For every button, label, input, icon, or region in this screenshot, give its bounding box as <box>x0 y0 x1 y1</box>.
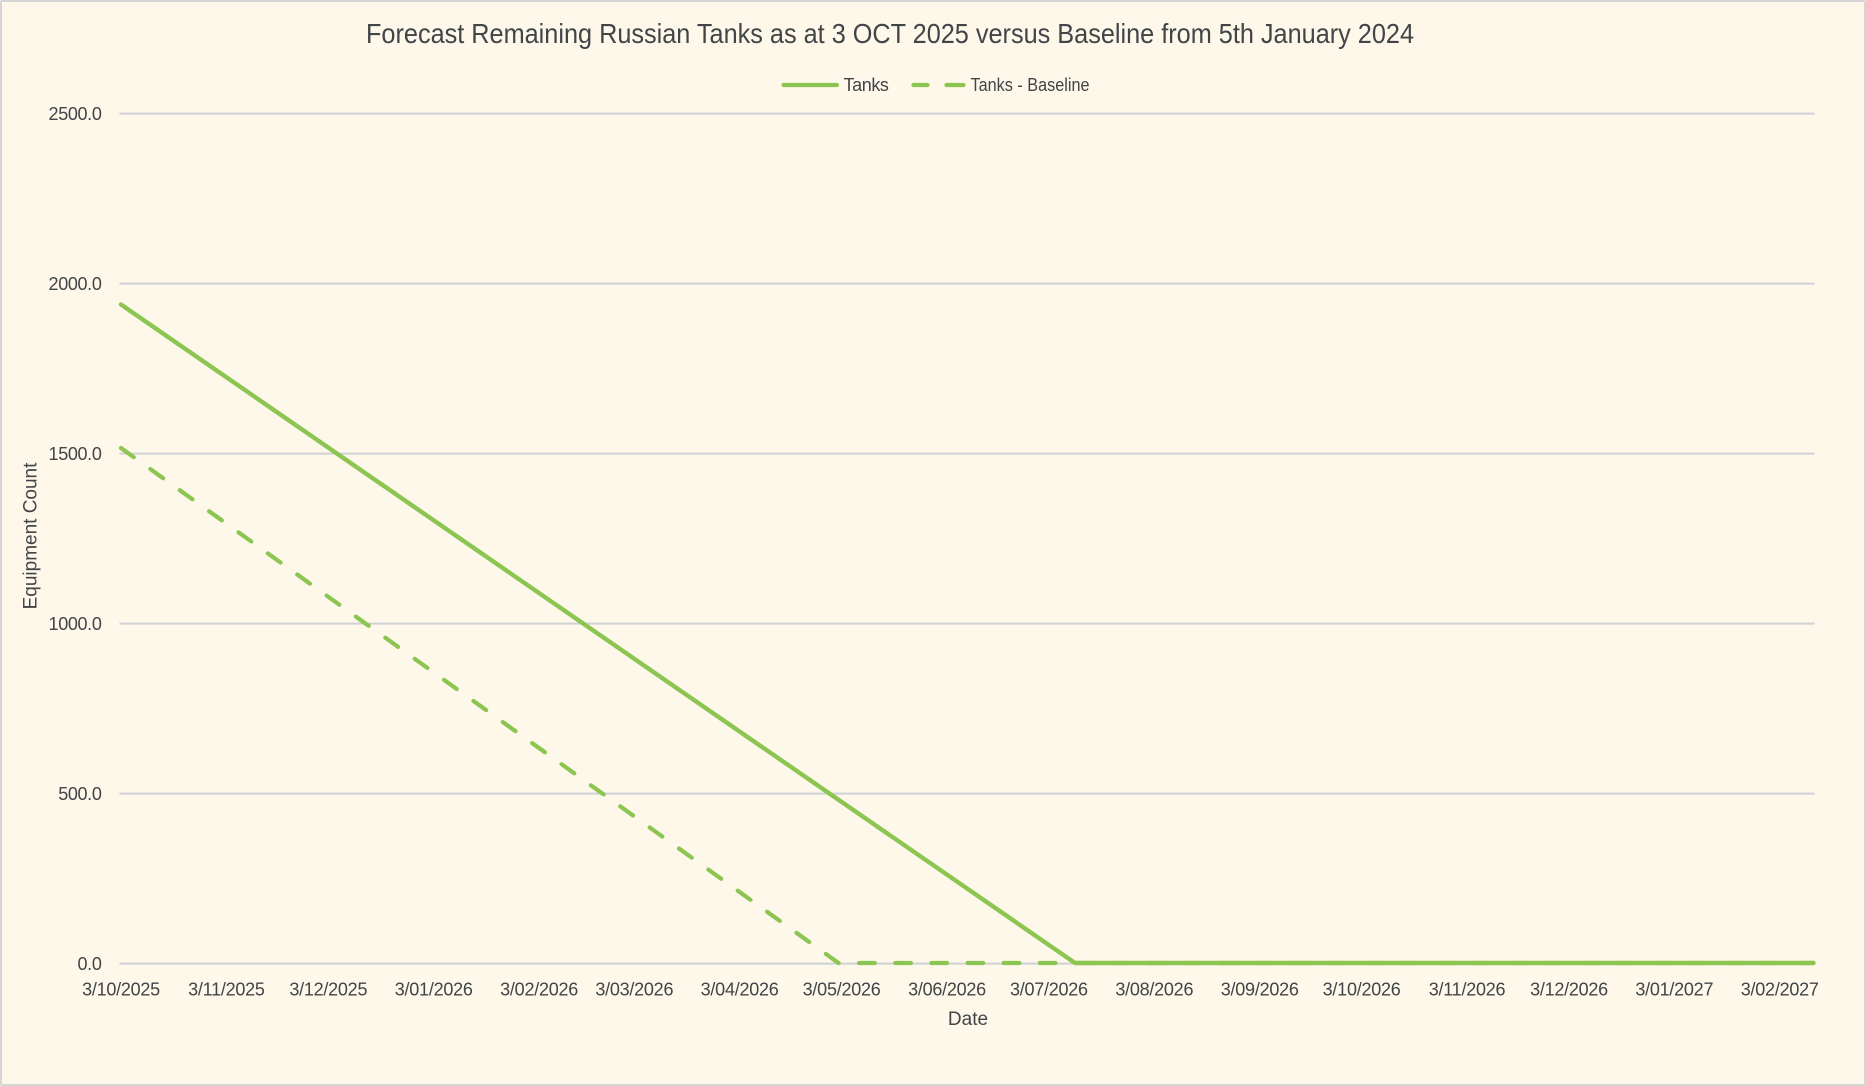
svg-text:1500.0: 1500.0 <box>49 444 102 464</box>
svg-text:3/05/2026: 3/05/2026 <box>803 979 881 999</box>
svg-text:3/04/2026: 3/04/2026 <box>701 979 779 999</box>
svg-text:Forecast Remaining Russian Tan: Forecast Remaining Russian Tanks as at 3… <box>366 18 1414 49</box>
svg-text:3/09/2026: 3/09/2026 <box>1221 979 1299 999</box>
svg-text:2500.0: 2500.0 <box>49 104 102 124</box>
svg-text:3/01/2027: 3/01/2027 <box>1635 979 1713 999</box>
svg-text:500.0: 500.0 <box>58 784 102 804</box>
svg-text:Tanks - Baseline: Tanks - Baseline <box>971 75 1090 95</box>
svg-text:1000.0: 1000.0 <box>49 614 102 634</box>
svg-text:0.0: 0.0 <box>78 954 102 974</box>
svg-text:3/12/2025: 3/12/2025 <box>289 979 367 999</box>
svg-text:3/06/2026: 3/06/2026 <box>908 979 986 999</box>
svg-text:3/11/2025: 3/11/2025 <box>188 979 265 999</box>
svg-text:3/03/2026: 3/03/2026 <box>595 979 673 999</box>
svg-text:3/02/2027: 3/02/2027 <box>1741 979 1819 999</box>
svg-text:3/07/2026: 3/07/2026 <box>1010 979 1088 999</box>
svg-text:Tanks: Tanks <box>844 75 889 95</box>
svg-text:2000.0: 2000.0 <box>49 274 102 294</box>
svg-text:Date: Date <box>948 1009 988 1030</box>
svg-text:3/10/2025: 3/10/2025 <box>82 979 160 999</box>
svg-text:3/02/2026: 3/02/2026 <box>500 979 578 999</box>
svg-text:3/12/2026: 3/12/2026 <box>1530 979 1608 999</box>
svg-text:Equipment Count: Equipment Count <box>21 462 42 610</box>
svg-text:3/01/2026: 3/01/2026 <box>395 979 473 999</box>
svg-text:3/08/2026: 3/08/2026 <box>1115 979 1193 999</box>
svg-text:3/10/2026: 3/10/2026 <box>1323 979 1401 999</box>
svg-text:3/11/2026: 3/11/2026 <box>1429 979 1506 999</box>
